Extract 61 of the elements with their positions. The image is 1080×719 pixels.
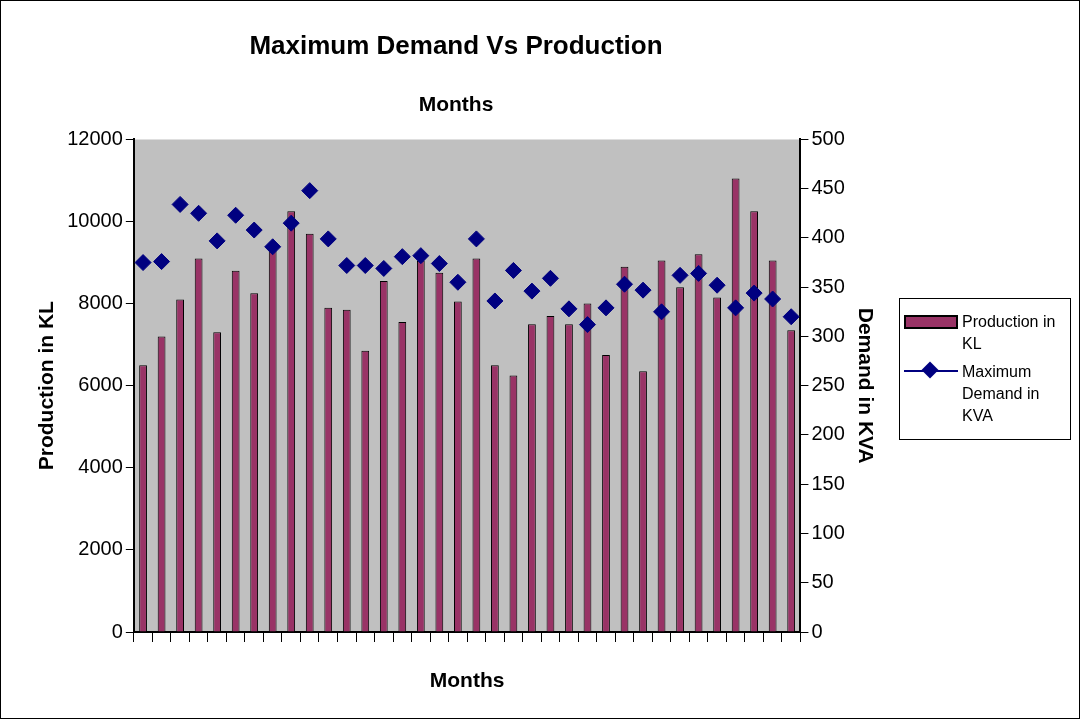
y2-tick-label: 500 (811, 126, 845, 149)
y2-tick-label: 150 (811, 471, 845, 494)
point (449, 273, 467, 291)
point (319, 230, 337, 248)
point (634, 281, 652, 299)
y2-tick-label: 350 (811, 274, 845, 297)
point (338, 257, 356, 275)
point (356, 257, 374, 275)
point (171, 195, 189, 213)
point (541, 269, 559, 287)
chart-subtitle: Months (418, 91, 494, 115)
y-tick-label: 10000 (67, 209, 123, 232)
point (486, 292, 504, 310)
point (375, 259, 393, 277)
y-tick-label: 4000 (78, 455, 123, 478)
point (208, 232, 226, 250)
point (727, 299, 745, 317)
point (708, 276, 726, 294)
point (616, 275, 634, 293)
y-tick-label: 6000 (78, 373, 123, 396)
legend-label: Production in KL (962, 312, 1057, 354)
point (745, 284, 763, 302)
point (245, 221, 263, 239)
point (227, 206, 245, 224)
y2-tick-label: 50 (811, 570, 834, 593)
y2-tick-label: 400 (811, 225, 845, 248)
point (282, 214, 300, 232)
y-tick-label: 8000 (78, 291, 123, 314)
y2-tick-label: 450 (811, 176, 845, 199)
legend-label: Maximum Demand in KVA (962, 362, 1041, 426)
y2-tick-label: 200 (811, 422, 845, 445)
y2-tick-label: 100 (811, 521, 845, 543)
point (467, 230, 485, 248)
point (578, 316, 596, 334)
point (301, 182, 319, 200)
x-axis-title: Months (429, 668, 505, 692)
y-tick-label: 0 (111, 619, 123, 642)
point (430, 255, 448, 273)
y2-axis-title: Demand in KVA (854, 307, 878, 464)
point (264, 238, 282, 256)
point (690, 264, 708, 282)
point (671, 266, 689, 284)
point (782, 308, 800, 326)
point (504, 261, 522, 279)
point (134, 254, 152, 272)
point (764, 290, 782, 308)
y2-tick-label: 250 (811, 373, 845, 396)
point (597, 299, 615, 317)
point (190, 204, 208, 222)
y2-tick-label: 300 (811, 323, 845, 346)
y-tick-label: 2000 (78, 537, 123, 560)
point (653, 303, 671, 321)
chart-title: Maximum Demand Vs Production (249, 29, 663, 60)
y-tick-label: 12000 (67, 126, 123, 149)
point (393, 248, 411, 266)
point (560, 300, 578, 318)
y-axis-title: Production in KL (34, 300, 58, 471)
point (523, 282, 541, 300)
y2-tick-label: 0 (811, 619, 823, 642)
point (412, 247, 430, 265)
point (153, 253, 171, 271)
